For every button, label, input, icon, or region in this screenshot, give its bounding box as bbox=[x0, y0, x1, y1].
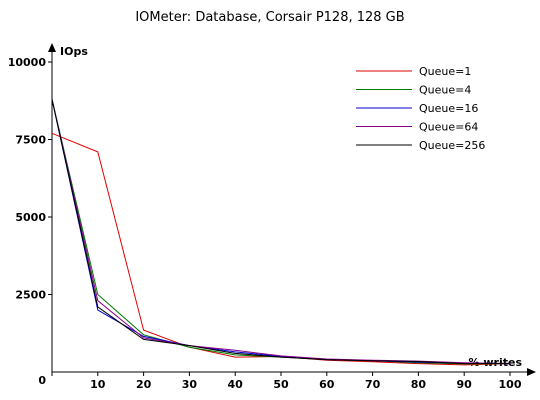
legend: Queue=1 Queue=4 Queue=16 Queue=64 Queue=256 bbox=[356, 65, 485, 152]
x-tick-label: 60 bbox=[319, 378, 335, 391]
x-tick-label: 40 bbox=[228, 378, 244, 391]
y-axis-arrow bbox=[48, 43, 56, 52]
x-axis-label: % writes bbox=[469, 356, 523, 369]
series-line-queue-1 bbox=[51, 132, 511, 366]
series-line-queue-64 bbox=[51, 99, 511, 365]
x-tick-label: 100 bbox=[499, 378, 522, 391]
x-tick-label: 80 bbox=[411, 378, 427, 391]
series-line-queue-256 bbox=[51, 99, 511, 365]
chart-title: IOMeter: Database, Corsair P128, 128 GB bbox=[135, 10, 405, 25]
x-tick-label: 30 bbox=[182, 378, 198, 391]
x-axis-arrow bbox=[527, 368, 536, 376]
y-tick-label: 10000 bbox=[8, 56, 47, 69]
legend-label: Queue=16 bbox=[419, 102, 478, 115]
x-tick-label: 70 bbox=[365, 378, 381, 391]
legend-label: Queue=64 bbox=[419, 121, 478, 134]
y-axis-label: IOps bbox=[60, 45, 88, 58]
legend-label: Queue=1 bbox=[419, 65, 471, 78]
y-tick-label: 2500 bbox=[15, 289, 46, 302]
legend-label: Queue=256 bbox=[419, 139, 485, 152]
series-lines bbox=[51, 99, 511, 366]
y-tick-label: 7500 bbox=[15, 134, 46, 147]
x-tick-label: 20 bbox=[136, 378, 152, 391]
x-tick-label: 50 bbox=[273, 378, 289, 391]
axis-ticks: 10 20 30 40 50 60 70 80 90 100 2500 5000 7500 10000 bbox=[8, 56, 522, 391]
legend-label: Queue=4 bbox=[419, 84, 471, 97]
y-tick-label: 5000 bbox=[15, 211, 46, 224]
x-tick-label: 90 bbox=[457, 378, 473, 391]
x-tick-label: 10 bbox=[90, 378, 106, 391]
origin-label: 0 bbox=[38, 374, 46, 387]
